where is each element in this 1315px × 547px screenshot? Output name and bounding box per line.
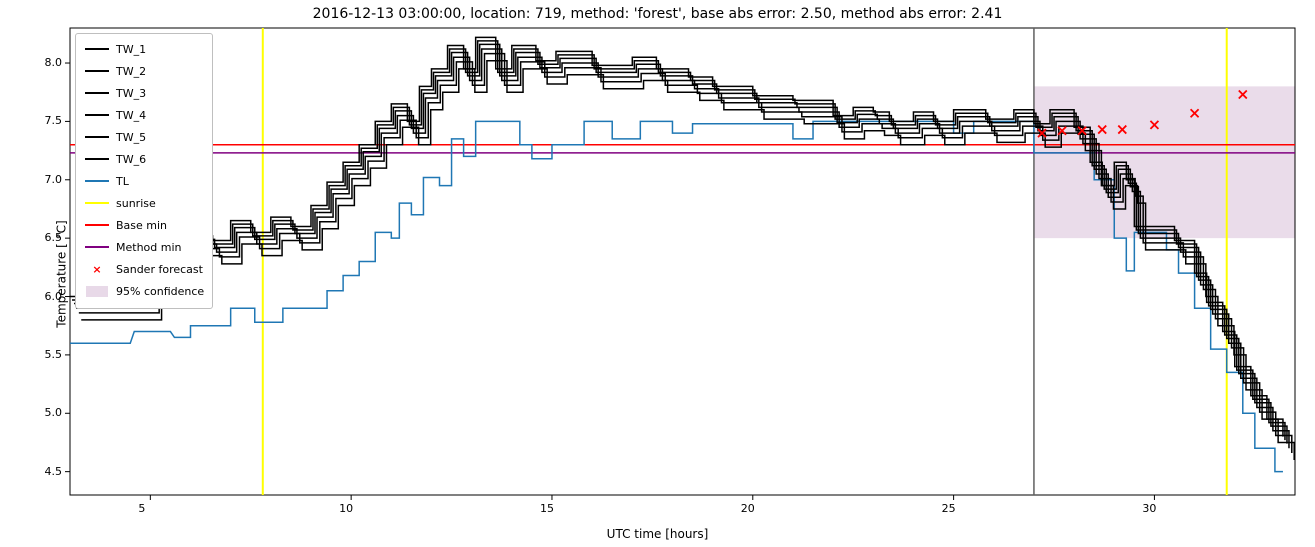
x-axis-label: UTC time [hours]: [0, 527, 1315, 541]
ytick-label: 6.5: [45, 231, 63, 244]
legend-entry: TW_2: [84, 60, 204, 82]
legend-swatch: [84, 114, 110, 116]
legend-swatch: [84, 202, 110, 204]
legend-label: TW_3: [116, 86, 146, 101]
legend-entry: 95% confidence: [84, 280, 204, 302]
legend-swatch: [84, 92, 110, 94]
legend-entry: TW_1: [84, 38, 204, 60]
chart-title: 2016-12-13 03:00:00, location: 719, meth…: [0, 6, 1315, 22]
legend-label: Base min: [116, 218, 167, 233]
legend: TW_1 TW_2 TW_3 TW_4 TW_5 TW_6 TL sunrise Base mi…: [75, 33, 213, 309]
chart-container: 2016-12-13 03:00:00, location: 719, meth…: [0, 0, 1315, 547]
legend-entry: Base min: [84, 214, 204, 236]
ytick-label: 8.0: [45, 56, 63, 69]
legend-label: Sander forecast: [116, 262, 203, 277]
legend-entry: TW_3: [84, 82, 204, 104]
xtick-label: 15: [540, 502, 554, 515]
legend-label: 95% confidence: [116, 284, 204, 299]
xtick-label: 10: [339, 502, 353, 515]
legend-label: Method min: [116, 240, 182, 255]
legend-label: sunrise: [116, 196, 156, 211]
legend-label: TW_1: [116, 42, 146, 57]
legend-swatch: ×: [84, 262, 110, 277]
legend-swatch: [84, 136, 110, 138]
legend-entry: TW_4: [84, 104, 204, 126]
xtick-label: 25: [942, 502, 956, 515]
legend-swatch: [84, 246, 110, 248]
legend-label: TW_6: [116, 152, 146, 167]
ytick-label: 7.5: [45, 114, 63, 127]
legend-label: TW_4: [116, 108, 146, 123]
xtick-label: 30: [1142, 502, 1156, 515]
xtick-label: 20: [741, 502, 755, 515]
ytick-label: 6.0: [45, 290, 63, 303]
legend-swatch: [84, 180, 110, 182]
legend-entry: × Sander forecast: [84, 258, 204, 280]
legend-entry: TL: [84, 170, 204, 192]
xtick-label: 5: [138, 502, 145, 515]
legend-entry: Method min: [84, 236, 204, 258]
ytick-label: 5.5: [45, 348, 63, 361]
legend-entry: TW_6: [84, 148, 204, 170]
legend-swatch: [84, 286, 110, 297]
legend-label: TW_2: [116, 64, 146, 79]
legend-label: TW_5: [116, 130, 146, 145]
legend-label: TL: [116, 174, 129, 189]
legend-swatch: [84, 70, 110, 72]
legend-swatch: [84, 158, 110, 160]
ytick-label: 7.0: [45, 173, 63, 186]
ytick-label: 4.5: [45, 465, 63, 478]
ytick-label: 5.0: [45, 406, 63, 419]
legend-entry: TW_5: [84, 126, 204, 148]
legend-swatch: [84, 48, 110, 50]
legend-swatch: [84, 224, 110, 226]
legend-entry: sunrise: [84, 192, 204, 214]
